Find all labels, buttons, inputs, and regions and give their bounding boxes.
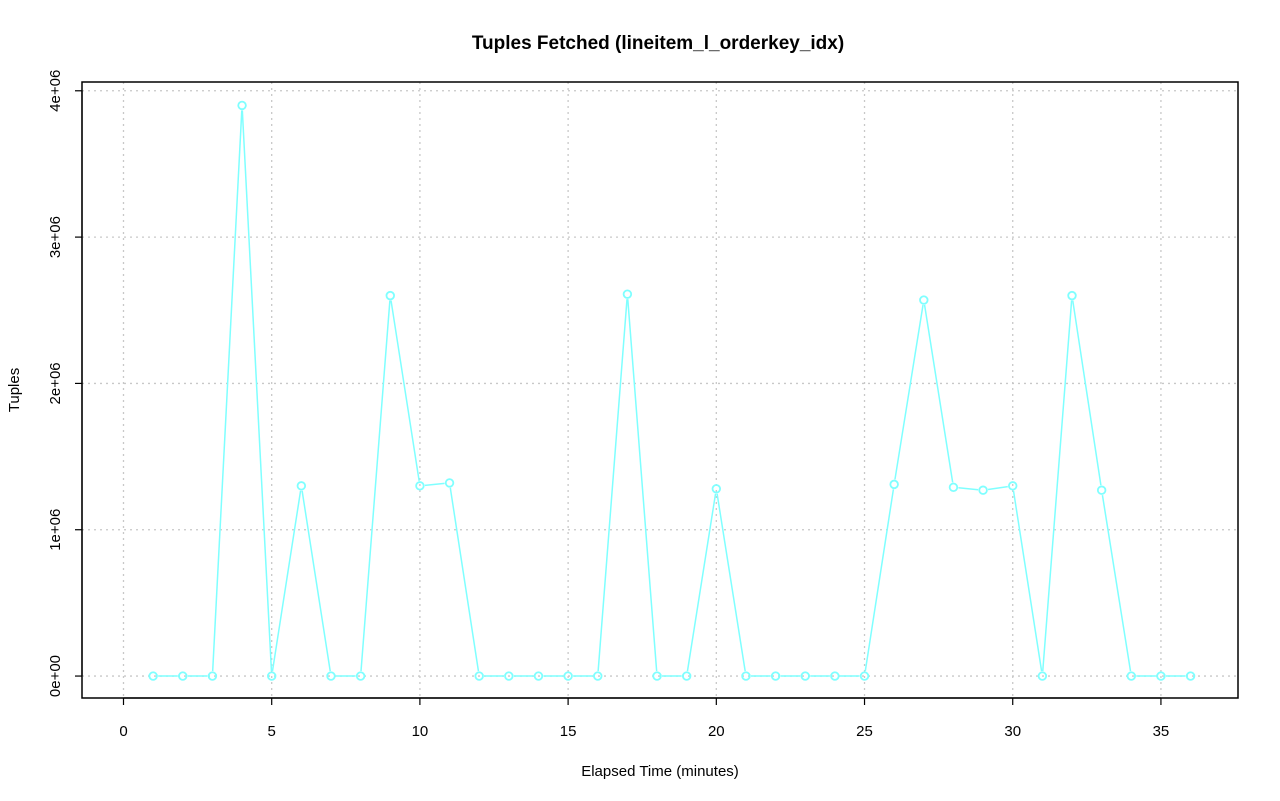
series-segment bbox=[597, 299, 628, 672]
series-group bbox=[148, 100, 1196, 681]
y-tick-label: 2e+06 bbox=[47, 362, 64, 404]
chart-title: Tuples Fetched (lineitem_l_orderkey_idx) bbox=[472, 33, 844, 54]
data-point bbox=[267, 671, 277, 681]
series-segment bbox=[716, 493, 746, 672]
series-segment bbox=[449, 487, 480, 672]
data-point bbox=[237, 100, 247, 111]
data-point bbox=[889, 479, 899, 490]
data-point bbox=[148, 671, 158, 681]
series-segment bbox=[686, 493, 717, 672]
data-point bbox=[504, 671, 514, 681]
series-segment bbox=[424, 482, 445, 487]
series-segment bbox=[360, 300, 391, 672]
data-point bbox=[800, 671, 810, 681]
y-tick-label: 3e+06 bbox=[47, 216, 64, 258]
x-tick-label: 10 bbox=[412, 723, 429, 740]
y-axis-label: Tuples bbox=[6, 368, 23, 412]
data-point bbox=[830, 671, 840, 681]
series-segment bbox=[1012, 490, 1043, 672]
data-point bbox=[1096, 485, 1107, 495]
x-axis-label: Elapsed Time (minutes) bbox=[581, 763, 739, 780]
data-point bbox=[859, 671, 870, 681]
data-point bbox=[1037, 671, 1048, 681]
data-point bbox=[978, 485, 988, 495]
data-point bbox=[296, 481, 307, 491]
data-point bbox=[355, 671, 366, 681]
series-segment bbox=[987, 485, 1008, 491]
data-point bbox=[178, 671, 188, 681]
series-segment bbox=[923, 304, 954, 483]
data-point bbox=[474, 671, 484, 681]
series-segment bbox=[894, 304, 924, 480]
data-point bbox=[948, 482, 959, 493]
data-point bbox=[652, 671, 662, 681]
y-tick-label: 4e+06 bbox=[47, 70, 64, 112]
series-segment bbox=[627, 299, 658, 672]
series-segment bbox=[1072, 300, 1102, 486]
x-axis: 0 5 10 15 20 25 30 35 bbox=[119, 697, 1170, 740]
data-point bbox=[622, 289, 633, 299]
series-segment bbox=[211, 110, 243, 672]
x-tick-label: 35 bbox=[1153, 723, 1170, 740]
data-point bbox=[1185, 671, 1196, 681]
x-tick-label: 30 bbox=[1004, 723, 1021, 740]
series-segment bbox=[1101, 495, 1132, 672]
series-segment bbox=[271, 490, 302, 672]
data-point bbox=[593, 671, 603, 681]
data-point bbox=[1156, 671, 1166, 681]
y-axis: 0e+00 1e+06 2e+06 3e+06 4e+06 bbox=[47, 70, 83, 697]
x-tick-label: 15 bbox=[560, 723, 577, 740]
data-point bbox=[681, 671, 692, 681]
x-tick-label: 20 bbox=[708, 723, 725, 740]
data-point bbox=[741, 671, 751, 681]
data-point bbox=[1067, 290, 1077, 301]
series-segment bbox=[301, 490, 331, 672]
data-point bbox=[326, 671, 336, 681]
data-point bbox=[533, 671, 544, 681]
data-point bbox=[1126, 671, 1136, 681]
y-tick-label: 0e+00 bbox=[47, 655, 64, 697]
data-point bbox=[563, 671, 573, 681]
series-segment bbox=[241, 110, 273, 672]
data-point bbox=[919, 295, 929, 305]
data-point bbox=[207, 671, 218, 681]
x-tick-label: 5 bbox=[268, 723, 276, 740]
series-segment bbox=[864, 489, 895, 672]
series-segment bbox=[958, 487, 979, 491]
data-point bbox=[444, 478, 455, 488]
x-tick-label: 0 bbox=[119, 723, 127, 740]
data-point bbox=[1008, 481, 1018, 491]
data-point bbox=[385, 290, 395, 301]
series-segment bbox=[390, 300, 420, 482]
y-tick-label: 1e+06 bbox=[47, 509, 64, 551]
series-segment bbox=[1042, 300, 1073, 672]
data-point bbox=[711, 484, 722, 494]
data-point bbox=[415, 481, 425, 491]
data-point bbox=[770, 671, 781, 681]
x-tick-label: 25 bbox=[856, 723, 873, 740]
